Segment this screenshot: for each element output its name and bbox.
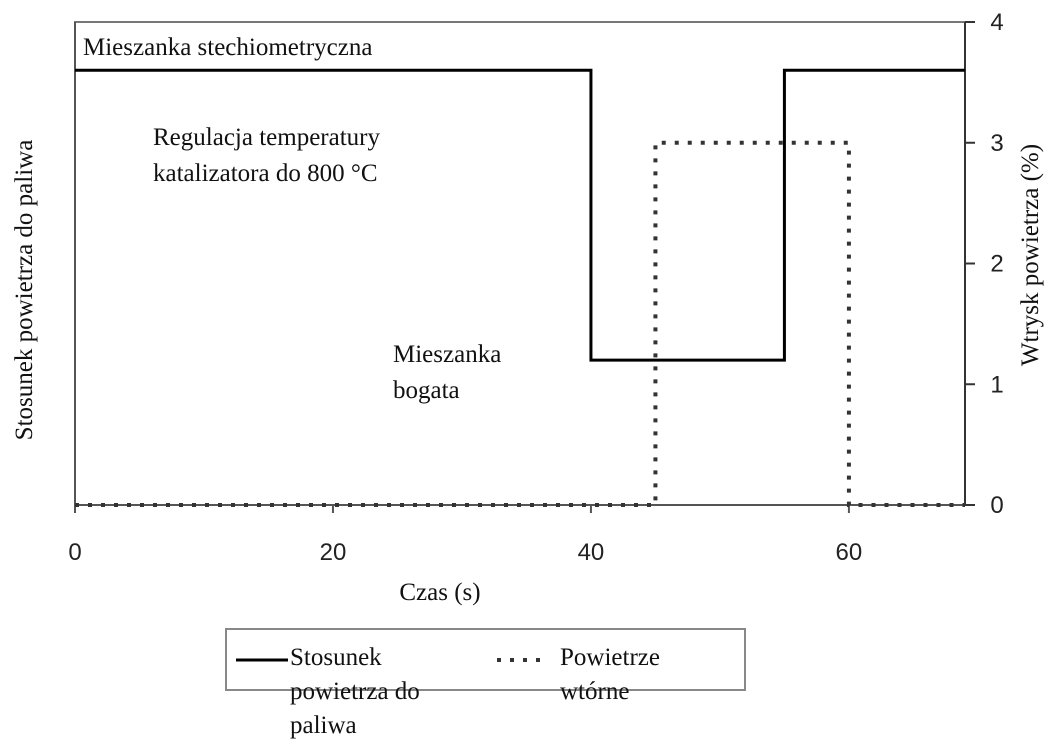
y2-axis-label: Wtrysk powietrza (%)	[1017, 144, 1044, 366]
x-tick-label: 40	[578, 539, 605, 566]
y2-tick-label: 3	[990, 130, 1003, 157]
x-tick-label: 20	[320, 539, 347, 566]
annotation: Mieszanka	[393, 341, 501, 368]
series-line	[75, 140, 965, 507]
series-line	[75, 68, 965, 362]
legend-label: Stosunek powietrza do paliwa	[290, 644, 420, 739]
legend-box	[225, 628, 746, 691]
annotation: Mieszanka stechiometryczna	[83, 34, 372, 61]
y2-tick-label: 1	[990, 371, 1003, 398]
x-axis-label: Czas (s)	[399, 579, 480, 606]
y2-tick-label: 0	[990, 492, 1003, 519]
legend-label: Powietrze wtórne	[560, 644, 660, 705]
annotation: Regulacja temperatury	[153, 124, 380, 151]
y2-tick-label: 2	[990, 251, 1003, 278]
annotation: bogata	[393, 377, 460, 404]
y2-tick-label: 4	[990, 9, 1003, 36]
x-tick-label: 0	[68, 539, 81, 566]
y-axis-label: Stosunek powietrza do paliwa	[11, 140, 38, 441]
x-tick-label: 60	[836, 539, 863, 566]
plot-frame	[74, 21, 966, 506]
annotation: katalizatora do 800 °C	[153, 160, 378, 187]
